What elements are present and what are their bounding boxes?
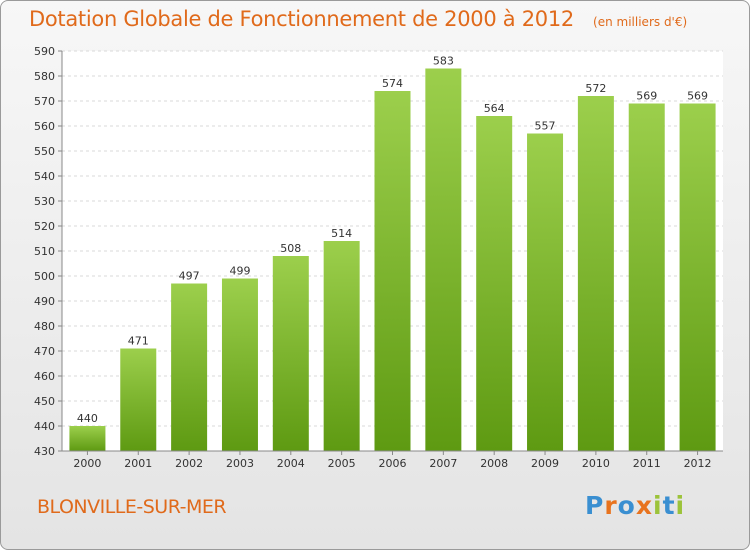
value-label-2011: 569 <box>636 90 657 103</box>
y-tick-label: 490 <box>34 295 55 308</box>
bar-2007 <box>425 68 462 451</box>
bar-2004 <box>272 256 309 451</box>
chart-subtitle: (en milliers d'€) <box>593 15 688 29</box>
x-tick-label-2010: 2010 <box>582 457 610 470</box>
commune-name: BLONVILLE-SUR-MER <box>37 496 227 518</box>
bar-2005 <box>323 241 360 451</box>
value-label-2003: 499 <box>229 265 250 278</box>
logo-letter: i <box>653 491 663 520</box>
bar-2009 <box>527 133 564 451</box>
y-axis-ticks: 430 440 450 460 470 480 490 500 510 520 530 540 550 5… <box>34 45 62 458</box>
bar-2012 <box>679 103 716 451</box>
bar-2008 <box>476 116 513 451</box>
x-axis-ticks: 2000 2001 2002 2003 2004 2005 2006 2007 2008 2009… <box>73 451 712 470</box>
value-label-2002: 497 <box>179 270 200 283</box>
y-tick-label: 500 <box>34 270 55 283</box>
value-label-2009: 557 <box>535 120 556 133</box>
bar-2003 <box>221 278 258 451</box>
value-label-2012: 569 <box>687 90 708 103</box>
value-label-2006: 574 <box>382 77 403 90</box>
proxiti-logo: Proxiti <box>585 491 685 520</box>
value-label-2000: 440 <box>77 412 98 425</box>
bar-2010 <box>577 96 614 451</box>
x-tick-label-2007: 2007 <box>429 457 457 470</box>
value-label-2005: 514 <box>331 227 352 240</box>
logo-letter: x <box>635 491 653 520</box>
y-tick-label: 530 <box>34 195 55 208</box>
value-label-2008: 564 <box>484 102 505 115</box>
y-tick-label: 540 <box>34 170 55 183</box>
x-tick-label-2005: 2005 <box>328 457 356 470</box>
y-tick-label: 570 <box>34 95 55 108</box>
y-tick-label: 470 <box>34 345 55 358</box>
logo-letter: i <box>675 491 686 520</box>
logo-letter: r <box>604 491 618 520</box>
x-tick-label-2008: 2008 <box>480 457 508 470</box>
y-tick-label: 520 <box>34 220 55 233</box>
value-labels: 440 471 497 499 508 514 574 583 564 557 572 569 569 <box>77 55 708 426</box>
x-tick-label-2003: 2003 <box>226 457 254 470</box>
y-tick-label: 450 <box>34 395 55 408</box>
bar-2002 <box>171 283 208 451</box>
bar-2000 <box>69 426 106 451</box>
bars <box>69 68 716 451</box>
y-tick-label: 590 <box>34 45 55 58</box>
y-tick-label: 550 <box>34 145 55 158</box>
x-tick-label-2004: 2004 <box>277 457 305 470</box>
bar-2011 <box>628 103 665 451</box>
chart-title: Dotation Globale de Fonctionnement de 20… <box>29 7 574 31</box>
x-tick-label-2000: 2000 <box>73 457 101 470</box>
y-tick-label: 580 <box>34 70 55 83</box>
x-tick-label-2009: 2009 <box>531 457 559 470</box>
logo-letter: t <box>662 491 676 520</box>
x-tick-label-2001: 2001 <box>124 457 152 470</box>
value-label-2010: 572 <box>585 82 606 95</box>
bar-2006 <box>374 91 411 451</box>
x-tick-label-2011: 2011 <box>633 457 661 470</box>
bar-2001 <box>120 348 157 451</box>
y-tick-label: 480 <box>34 320 55 333</box>
y-tick-label: 560 <box>34 120 55 133</box>
value-label-2001: 471 <box>128 335 149 348</box>
title-row: Dotation Globale de Fonctionnement de 20… <box>29 7 687 31</box>
y-tick-label: 510 <box>34 245 55 258</box>
value-label-2007: 583 <box>433 55 454 68</box>
x-tick-label-2002: 2002 <box>175 457 203 470</box>
logo-letter: P <box>585 491 605 520</box>
y-tick-label: 440 <box>34 420 55 433</box>
y-tick-label: 460 <box>34 370 55 383</box>
x-tick-label-2012: 2012 <box>684 457 712 470</box>
value-label-2004: 508 <box>280 242 301 255</box>
logo-letter: o <box>617 491 636 520</box>
x-tick-label-2006: 2006 <box>379 457 407 470</box>
y-tick-label: 430 <box>34 445 55 458</box>
